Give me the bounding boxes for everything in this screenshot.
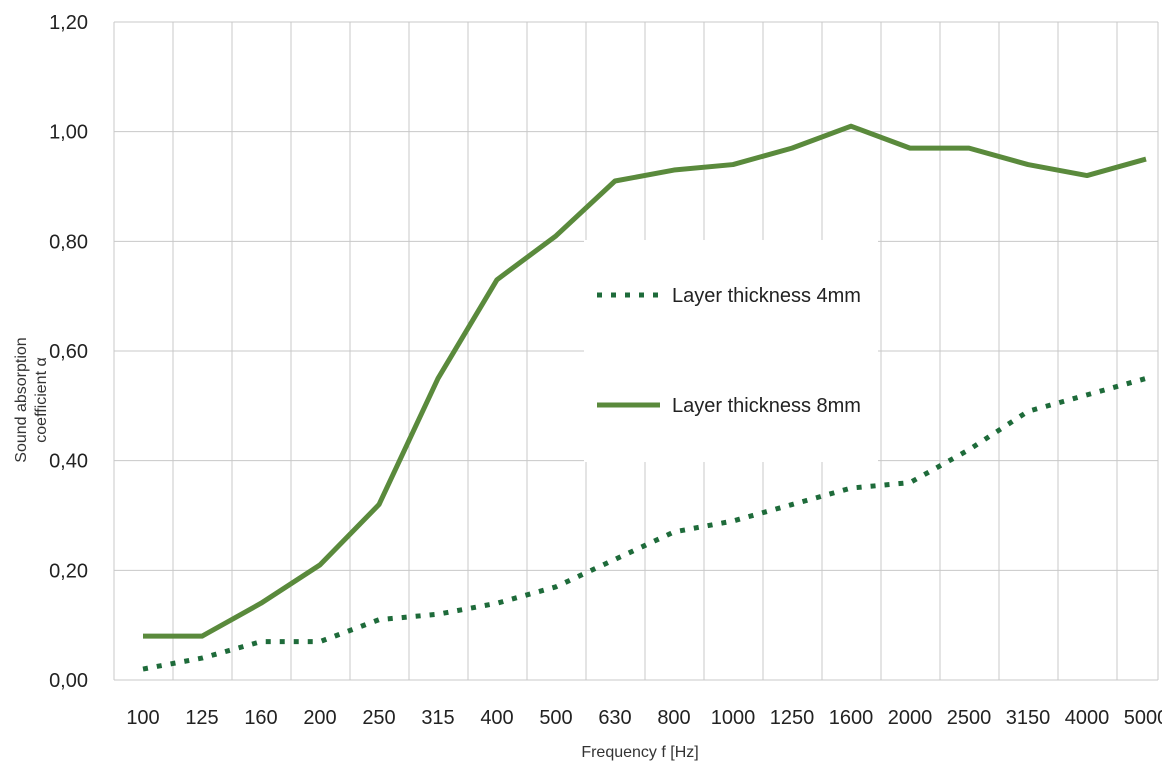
y-tick-label: 0,80 — [49, 231, 88, 253]
y-tick-labels: 0,00 0,20 0,40 0,60 0,80 1,00 1,20 — [49, 12, 88, 692]
x-tick-label: 4000 — [1065, 707, 1110, 729]
x-tick-label: 800 — [657, 707, 690, 729]
x-tick-label: 2000 — [888, 707, 933, 729]
x-tick-label: 160 — [244, 707, 277, 729]
legend-label-4mm: Layer thickness 4mm — [672, 285, 861, 307]
y-axis-title-line-1: Sound absorption — [13, 337, 30, 462]
y-tick-label: 0,60 — [49, 341, 88, 363]
x-tick-label: 315 — [421, 707, 454, 729]
legend-label-8mm: Layer thickness 8mm — [672, 395, 861, 417]
x-axis-title: Frequency f [Hz] — [581, 744, 698, 761]
y-tick-label: 0,40 — [49, 451, 88, 473]
x-tick-label: 3150 — [1006, 707, 1051, 729]
x-tick-label: 630 — [598, 707, 631, 729]
x-tick-label: 400 — [480, 707, 513, 729]
x-tick-label: 250 — [362, 707, 395, 729]
y-axis-title: Sound absorption coefficient α — [13, 337, 50, 462]
series-line-4mm — [142, 376, 1147, 672]
series-line-8mm — [143, 123, 1147, 639]
y-tick-label: 1,20 — [49, 12, 88, 34]
x-tick-labels: 100 125 160 200 250 315 400 500 630 800 1000 1250 16… — [126, 707, 1162, 729]
y-tick-label: 0,00 — [49, 670, 88, 692]
x-tick-label: 1000 — [711, 707, 756, 729]
x-tick-label: 5000 — [1124, 707, 1162, 729]
x-tick-label: 2500 — [947, 707, 992, 729]
y-tick-label: 1,00 — [49, 122, 88, 144]
x-tick-label: 200 — [303, 707, 336, 729]
legend: Layer thickness 4mm Layer thickness 8mm — [584, 240, 878, 462]
x-tick-label: 125 — [185, 707, 218, 729]
legend-box — [584, 240, 878, 462]
y-axis-title-line-2: coefficient α — [33, 357, 50, 442]
series-lines — [142, 123, 1147, 672]
x-tick-label: 500 — [539, 707, 572, 729]
x-tick-label: 1600 — [829, 707, 874, 729]
x-tick-label: 100 — [126, 707, 159, 729]
y-tick-label: 0,20 — [49, 560, 88, 582]
x-tick-label: 1250 — [770, 707, 815, 729]
